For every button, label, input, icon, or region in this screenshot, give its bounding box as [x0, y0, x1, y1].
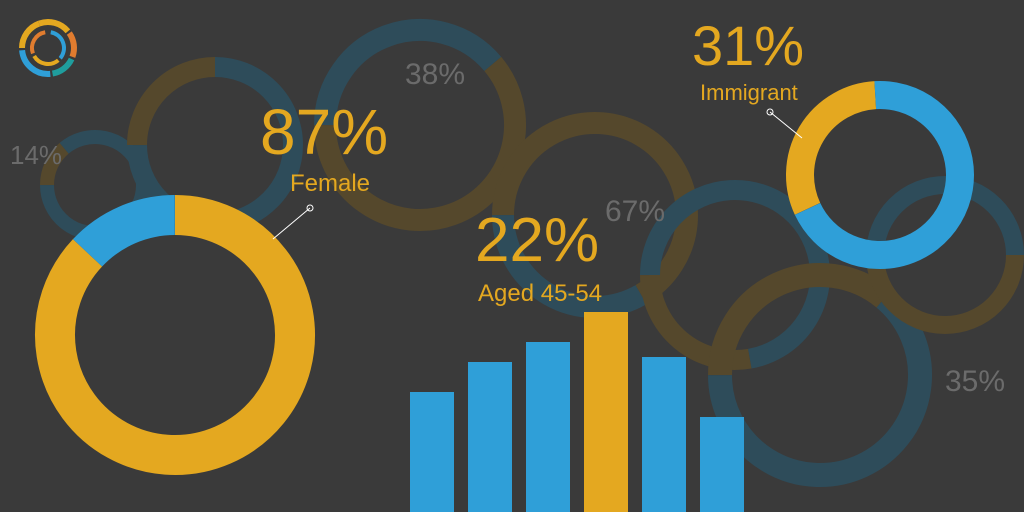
- immigrant-percent: 31%: [692, 18, 804, 74]
- faded-pct-67: 67%: [605, 195, 665, 229]
- aged-label: Aged 45-54: [478, 280, 602, 308]
- aged-percent: 22%: [475, 210, 599, 272]
- immigrant-label: Immigrant: [700, 80, 798, 106]
- faded-pct-14: 14%: [10, 140, 62, 171]
- infographic-stage: 14% 38% 67% 35% 87% Female 31% Immigrant…: [0, 0, 1024, 512]
- faded-pct-38: 38%: [405, 58, 465, 92]
- faded-pct-35: 35%: [945, 365, 1005, 399]
- female-percent: 87%: [260, 100, 388, 164]
- female-label: Female: [290, 170, 370, 198]
